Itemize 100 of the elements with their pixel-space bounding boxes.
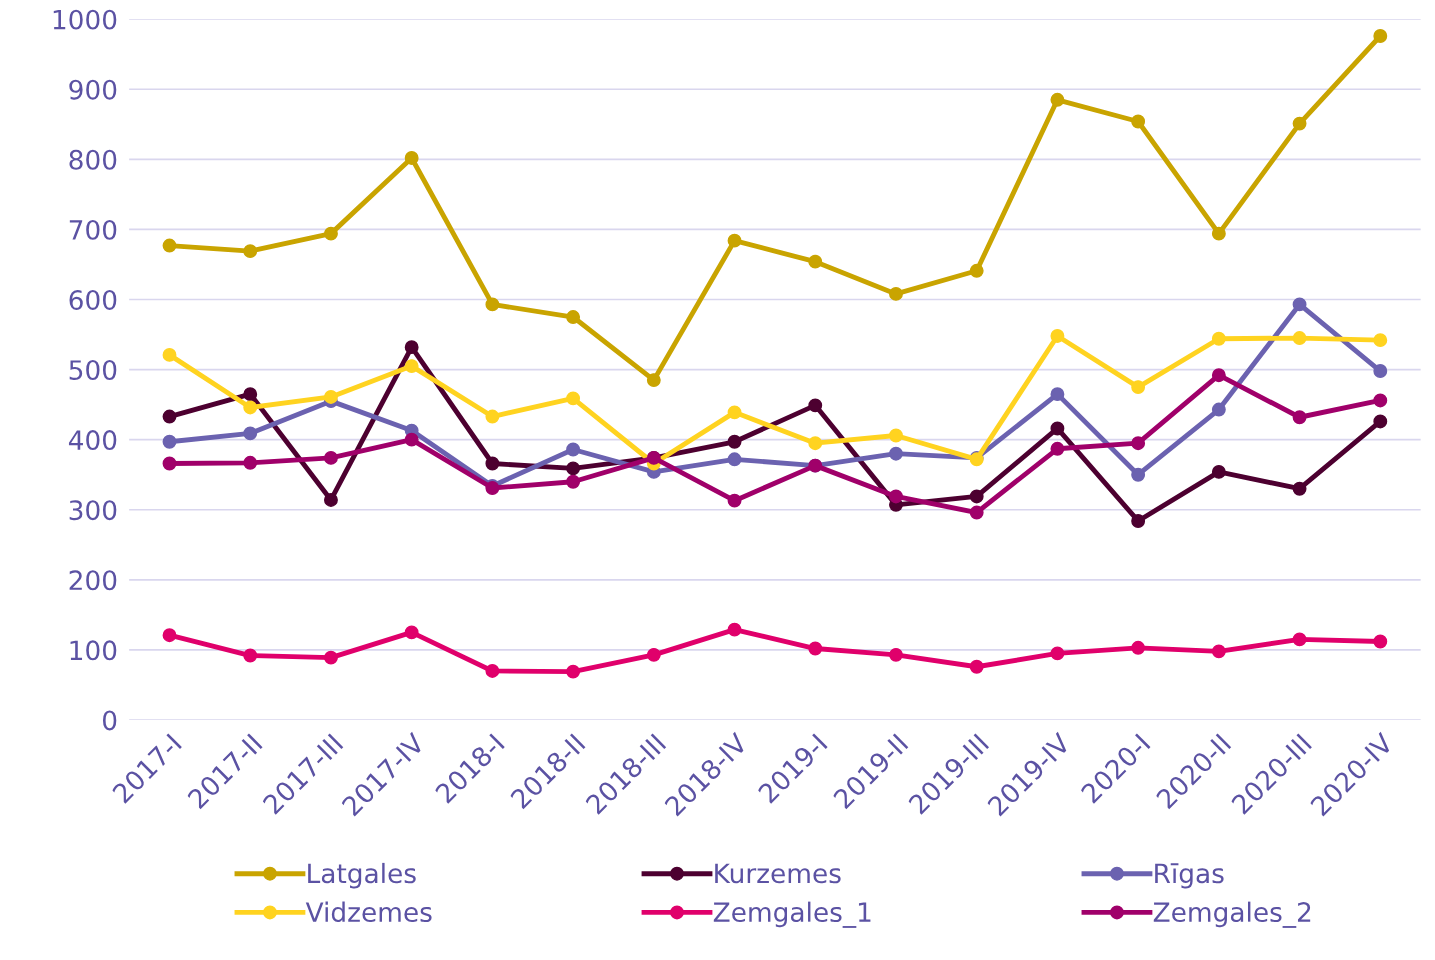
point bbox=[324, 493, 338, 507]
y-tick-label: 900 bbox=[69, 79, 117, 100]
point bbox=[889, 446, 903, 461]
point bbox=[727, 233, 742, 248]
point bbox=[808, 398, 823, 413]
point bbox=[1211, 331, 1226, 346]
point bbox=[324, 450, 338, 465]
point bbox=[969, 659, 984, 674]
point bbox=[243, 648, 258, 663]
point bbox=[566, 442, 581, 457]
point bbox=[404, 359, 419, 374]
point bbox=[485, 297, 500, 312]
point bbox=[404, 151, 419, 165]
point bbox=[1050, 646, 1065, 661]
point bbox=[243, 387, 258, 402]
point bbox=[727, 452, 742, 467]
point bbox=[162, 456, 177, 471]
point bbox=[566, 391, 581, 406]
point bbox=[889, 647, 903, 662]
legend-label: Zemgales_2 bbox=[1153, 901, 1311, 928]
point bbox=[566, 664, 581, 679]
y-tick-label: 600 bbox=[69, 289, 117, 310]
point bbox=[1292, 410, 1307, 425]
point bbox=[808, 641, 823, 656]
point bbox=[727, 405, 742, 420]
point bbox=[808, 254, 823, 269]
y-tick-label: 0 bbox=[102, 710, 117, 731]
legend-label: Vidzemes bbox=[305, 901, 432, 923]
point bbox=[727, 493, 742, 508]
point bbox=[1373, 333, 1388, 348]
point bbox=[162, 347, 177, 362]
point bbox=[162, 628, 177, 643]
point bbox=[889, 286, 903, 301]
point bbox=[162, 434, 177, 449]
point bbox=[969, 263, 984, 278]
point bbox=[1373, 29, 1388, 43]
legend-label: Zemgales_1 bbox=[713, 901, 871, 928]
point bbox=[566, 474, 581, 489]
y-tick-label: 400 bbox=[68, 430, 117, 451]
y-tick-label: 500 bbox=[69, 360, 117, 380]
point bbox=[727, 622, 742, 637]
point bbox=[1131, 380, 1146, 395]
point bbox=[1211, 226, 1226, 241]
point bbox=[566, 310, 581, 324]
point bbox=[727, 434, 742, 449]
legend-label: Latgales bbox=[308, 862, 416, 889]
point bbox=[243, 244, 258, 259]
point bbox=[1211, 402, 1226, 417]
point bbox=[1292, 116, 1307, 131]
point bbox=[1373, 414, 1388, 429]
point bbox=[1050, 387, 1065, 402]
point bbox=[1131, 514, 1146, 528]
point bbox=[485, 663, 500, 678]
point bbox=[243, 455, 258, 470]
point bbox=[404, 432, 419, 447]
point bbox=[566, 461, 581, 476]
legend-label: Rīgas bbox=[1155, 863, 1224, 889]
point bbox=[1211, 644, 1226, 659]
point bbox=[808, 436, 823, 451]
point bbox=[324, 226, 338, 241]
point bbox=[1050, 441, 1065, 456]
point bbox=[404, 340, 419, 355]
point bbox=[485, 409, 500, 424]
point bbox=[1211, 368, 1226, 383]
point bbox=[324, 650, 338, 665]
point bbox=[324, 389, 338, 404]
point bbox=[889, 428, 903, 443]
point bbox=[1373, 364, 1388, 378]
point bbox=[485, 456, 500, 471]
y-tick-label: 700 bbox=[69, 219, 117, 240]
point bbox=[1131, 436, 1146, 451]
point bbox=[243, 400, 258, 415]
point bbox=[1131, 114, 1146, 129]
y-tick-label: 200 bbox=[69, 570, 117, 591]
point bbox=[1373, 393, 1388, 408]
y-tick-label: 300 bbox=[69, 500, 117, 521]
point bbox=[646, 647, 661, 662]
point bbox=[889, 489, 903, 504]
point bbox=[1050, 421, 1065, 436]
point bbox=[969, 505, 984, 520]
point bbox=[969, 489, 984, 504]
point bbox=[243, 426, 258, 441]
point bbox=[1050, 329, 1065, 343]
y-tick-label: 1000 bbox=[53, 9, 117, 30]
point bbox=[1292, 331, 1307, 346]
y-tick-label: 100 bbox=[70, 640, 117, 661]
point bbox=[1292, 481, 1307, 496]
legend-label: Kurzemes bbox=[715, 863, 841, 884]
y-tick-label: 800 bbox=[69, 149, 117, 170]
point bbox=[162, 238, 177, 253]
point bbox=[1373, 634, 1388, 649]
point bbox=[1131, 467, 1146, 482]
point bbox=[1292, 632, 1307, 647]
point bbox=[1050, 92, 1065, 107]
point bbox=[646, 373, 661, 388]
point bbox=[404, 625, 419, 640]
point bbox=[1292, 297, 1307, 312]
point bbox=[1131, 640, 1146, 655]
point bbox=[162, 409, 177, 424]
point bbox=[1211, 464, 1226, 479]
